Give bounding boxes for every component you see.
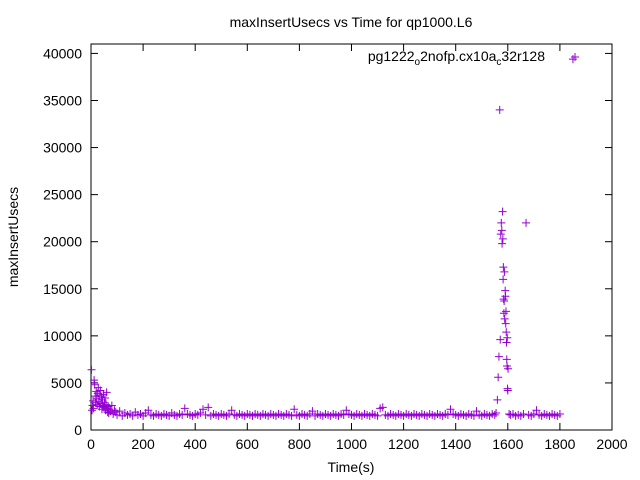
x-tick-label: 1000	[336, 436, 367, 452]
legend: pg1222o2nofp.cx10ac32r128	[368, 48, 579, 68]
data-point	[378, 403, 387, 412]
data-point	[495, 105, 504, 114]
data-point	[290, 405, 299, 414]
y-tick-label: 25000	[43, 187, 82, 203]
data-point	[568, 55, 577, 64]
data-point	[308, 407, 317, 416]
data-point	[107, 401, 116, 410]
data-point	[492, 409, 501, 418]
data-point	[115, 407, 124, 416]
data-point	[493, 395, 502, 404]
y-tick-label: 0	[74, 422, 82, 438]
data-point	[94, 397, 103, 406]
data-point	[500, 314, 509, 323]
x-tick-label: 1200	[388, 436, 419, 452]
plot-frame	[90, 43, 613, 431]
data-point	[503, 386, 512, 395]
data-point	[532, 406, 541, 415]
data-point	[100, 398, 109, 407]
x-tick-label: 800	[288, 436, 312, 452]
data-point	[555, 409, 564, 418]
data-point	[227, 406, 236, 415]
y-tick-label: 35000	[43, 92, 82, 108]
data-point	[498, 207, 507, 216]
x-tick-label: 600	[236, 436, 260, 452]
data-point	[496, 230, 505, 239]
y-axis-title: maxInsertUsecs	[5, 187, 21, 287]
data-point	[498, 234, 507, 243]
legend-marker	[571, 53, 579, 61]
data-point	[500, 267, 509, 276]
data-point	[90, 376, 99, 385]
y-axis: 0 5000 10000 15000 20000 25000 30000 35000 40000	[43, 45, 612, 438]
data-point	[104, 409, 113, 418]
series-points	[87, 55, 577, 420]
x-axis: 0 200 400 600 800 1000 1200 1400 1600 1800 2000	[87, 44, 628, 452]
data-point	[494, 352, 503, 361]
data-point	[180, 404, 189, 413]
data-point	[498, 239, 507, 248]
y-tick-label: 40000	[43, 45, 82, 61]
x-tick-label: 1400	[440, 436, 471, 452]
y-tick-label: 10000	[43, 328, 82, 344]
data-point	[501, 319, 510, 328]
data-point	[201, 410, 210, 419]
data-point	[502, 328, 511, 337]
data-point	[497, 226, 506, 235]
x-tick-label: 200	[131, 436, 155, 452]
data-point	[97, 405, 106, 414]
chart-title: maxInsertUsecs vs Time for qp1000.L6	[230, 14, 473, 30]
data-point	[446, 405, 455, 414]
x-tick-label: 1600	[492, 436, 523, 452]
x-tick-label: 0	[87, 436, 95, 452]
data-point	[500, 297, 509, 306]
x-tick-label: 2000	[596, 436, 627, 452]
data-point	[102, 388, 111, 397]
data-point	[504, 364, 513, 373]
data-point	[95, 391, 104, 400]
y-tick-label: 15000	[43, 281, 82, 297]
data-point	[503, 333, 512, 342]
data-point	[490, 410, 499, 419]
data-point	[443, 410, 452, 419]
data-point	[499, 263, 508, 272]
data-point	[110, 406, 119, 415]
data-point	[496, 335, 505, 344]
data-point	[287, 411, 296, 420]
data-point	[501, 307, 510, 316]
data-point	[102, 400, 111, 409]
data-point	[92, 387, 101, 396]
data-point	[89, 404, 98, 413]
data-point	[502, 338, 511, 347]
data-point	[178, 410, 187, 419]
x-tick-label: 1800	[544, 436, 575, 452]
data-point	[339, 410, 348, 419]
data-point	[373, 411, 382, 420]
data-point	[469, 411, 478, 420]
data-point	[101, 393, 110, 402]
data-point	[522, 218, 531, 227]
y-tick-label: 30000	[43, 140, 82, 156]
y-tick-label: 5000	[51, 375, 82, 391]
data-point	[204, 403, 213, 412]
data-point	[519, 409, 528, 418]
data-point	[497, 218, 506, 227]
data-point	[499, 275, 508, 284]
data-point	[499, 309, 508, 318]
legend-label: pg1222o2nofp.cx10ac32r128	[368, 48, 545, 68]
x-tick-label: 400	[184, 436, 208, 452]
x-axis-title: Time(s)	[328, 459, 375, 475]
data-point	[199, 405, 208, 414]
y-tick-label: 20000	[43, 234, 82, 250]
data-point	[87, 365, 96, 374]
data-point	[494, 373, 503, 382]
data-point	[501, 292, 510, 301]
data-point	[88, 406, 97, 415]
data-point	[144, 406, 153, 415]
